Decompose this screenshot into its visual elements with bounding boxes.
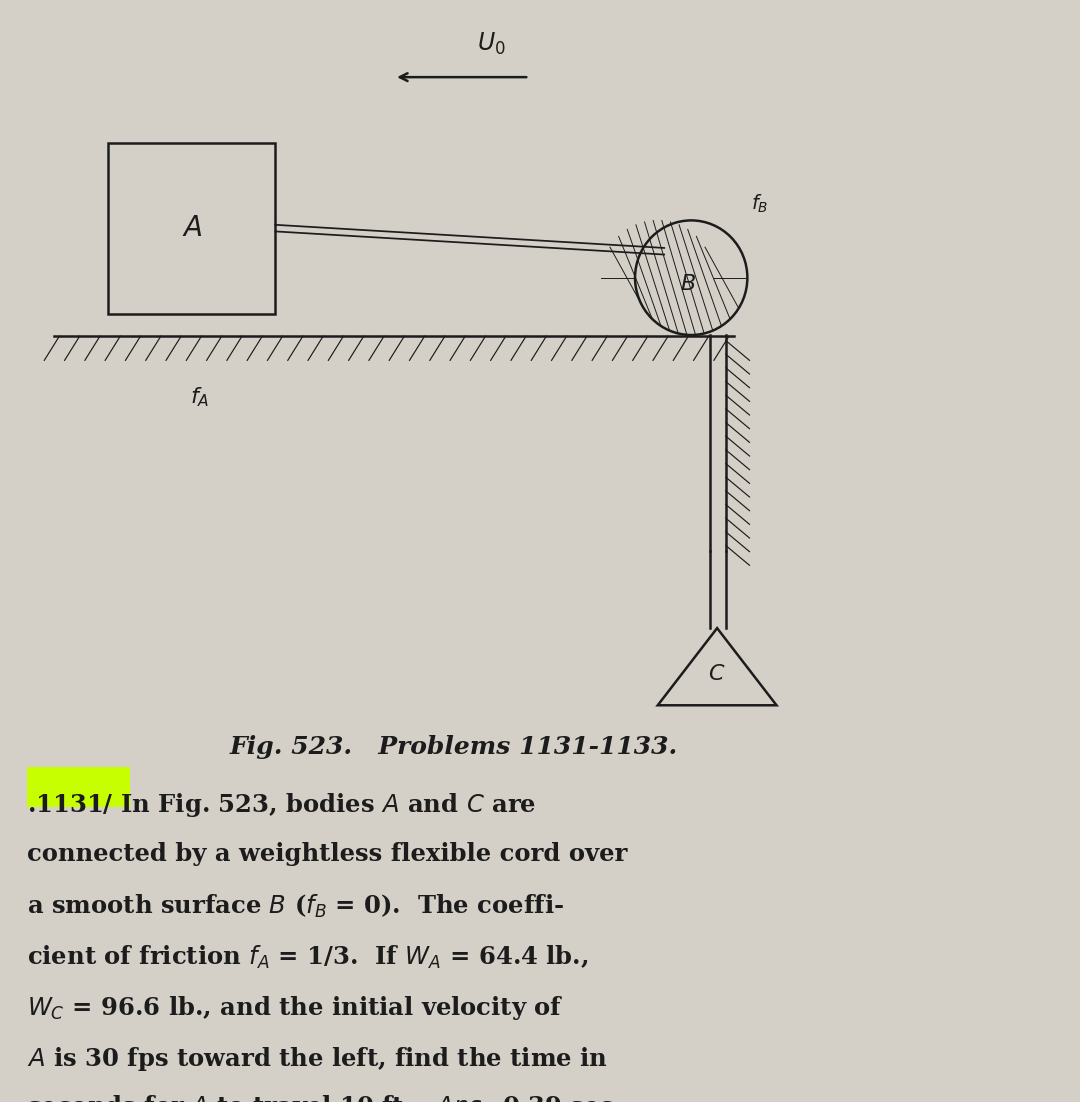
Text: seconds for $A$ to travel 10 ft.   $Ans.$ 0.39 sec.: seconds for $A$ to travel 10 ft. $Ans.$ … (27, 1095, 622, 1102)
Text: $f_B$: $f_B$ (751, 193, 768, 215)
Text: cient of friction $f_A$ = 1/3.  If $W_A$ = 64.4 lb.,: cient of friction $f_A$ = 1/3. If $W_A$ … (27, 943, 589, 971)
Text: $U_0$: $U_0$ (477, 31, 505, 57)
Text: connected by a weightless flexible cord over: connected by a weightless flexible cord … (27, 842, 627, 866)
Text: $W_C$ = 96.6 lb., and the initial velocity of: $W_C$ = 96.6 lb., and the initial veloci… (27, 994, 564, 1022)
Text: $C$: $C$ (708, 663, 726, 685)
Text: $f_A$: $f_A$ (190, 385, 210, 409)
Text: $B$: $B$ (680, 273, 696, 295)
Text: a smooth surface $B$ ($f_B$ = 0).  The coeffi-: a smooth surface $B$ ($f_B$ = 0). The co… (27, 893, 564, 920)
Bar (27, 767, 130, 807)
Text: $A$ is 30 fps toward the left, find the time in: $A$ is 30 fps toward the left, find the … (27, 1045, 608, 1072)
Bar (108, 143, 275, 314)
Text: $A$: $A$ (181, 215, 203, 241)
Text: Fig. 523.   Problems 1131-1133.: Fig. 523. Problems 1131-1133. (229, 735, 678, 759)
Text: .1131/ In Fig. 523, bodies $A$ and $C$ are: .1131/ In Fig. 523, bodies $A$ and $C$ a… (27, 791, 536, 819)
